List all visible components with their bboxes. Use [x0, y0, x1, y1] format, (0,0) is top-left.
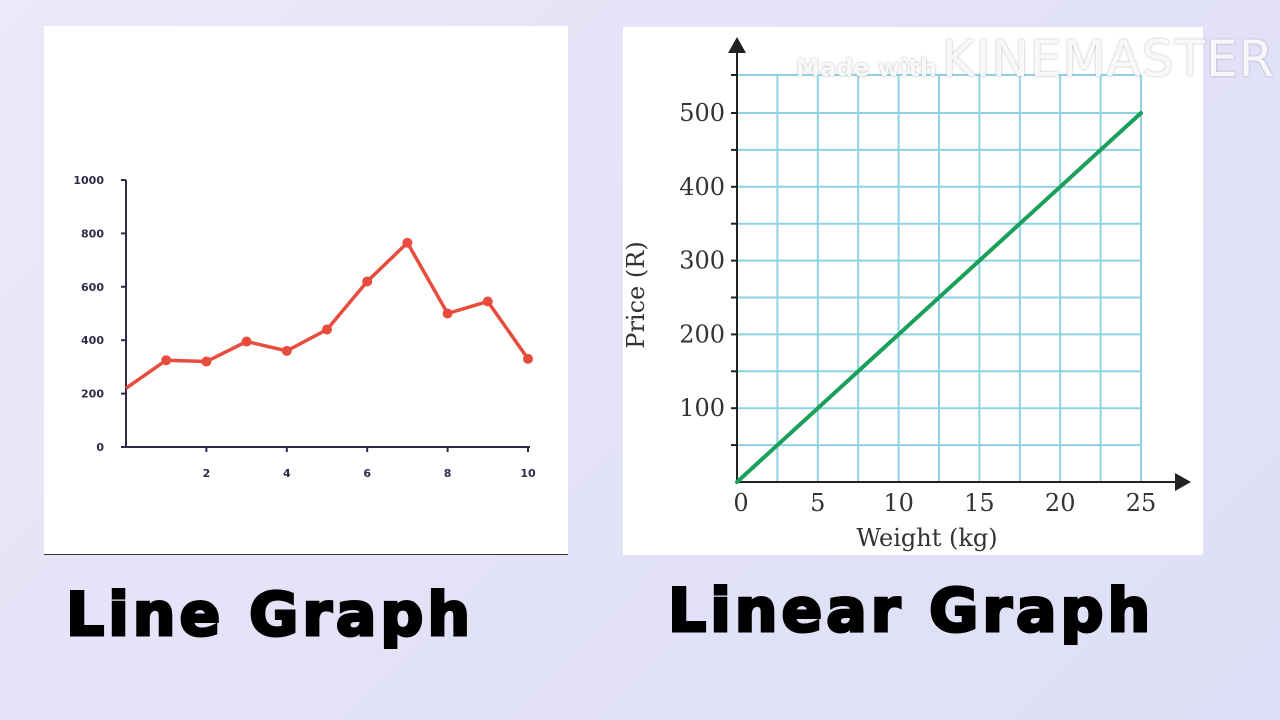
linear-graph-panel: 100 200 300 400 500 0 5 10 15 20 25 Weight (kg) Pric… — [623, 27, 1203, 555]
x-tick-label: 0 — [733, 489, 748, 517]
linear-graph-caption: Linear Graph — [666, 575, 1155, 648]
y-tick-label: 800 — [81, 227, 104, 240]
y-tick-label: 200 — [81, 388, 104, 401]
x-tick-label: 8 — [444, 467, 452, 480]
data-point — [362, 276, 373, 287]
y-tick-label: 300 — [679, 247, 725, 275]
x-axis-arrow — [1175, 473, 1191, 491]
series-line — [735, 111, 1143, 484]
x-axis-title: Weight (kg) — [856, 524, 997, 552]
data-point — [523, 353, 533, 364]
y-axis-title: Price (R) — [623, 241, 650, 348]
series-line — [124, 240, 530, 390]
x-tick-label: 15 — [964, 489, 995, 517]
data-point — [402, 237, 413, 248]
watermark-prefix: Made with — [796, 54, 937, 82]
watermark-brand: KINEMASTER — [941, 30, 1275, 88]
y-tick-label: 1000 — [73, 174, 104, 187]
y-tick-label: 600 — [81, 281, 104, 294]
data-point — [201, 356, 212, 367]
y-tick-label: 500 — [679, 99, 725, 127]
x-tick-label: 20 — [1045, 489, 1076, 517]
data-point — [442, 308, 453, 319]
line-graph-caption: Line Graph — [64, 579, 475, 652]
data-point — [482, 296, 493, 307]
y-tick-label: 0 — [96, 441, 104, 454]
data-point — [161, 355, 172, 366]
data-point — [281, 345, 292, 356]
x-tick-label: 5 — [810, 489, 825, 517]
data-point — [322, 324, 332, 335]
y-axis-arrow — [728, 37, 746, 53]
linear-graph-chart: 100 200 300 400 500 0 5 10 15 20 25 Weight (kg) Pric… — [623, 37, 1191, 552]
x-tick-label: 6 — [363, 467, 371, 480]
x-tick-label: 10 — [883, 489, 914, 517]
y-tick-label: 100 — [679, 394, 725, 422]
x-tick-label: 25 — [1126, 489, 1157, 517]
x-tick-label: 2 — [203, 467, 211, 480]
line-graph-chart: 0 200 400 600 800 1000 2 4 6 8 10 — [73, 174, 536, 480]
y-tick-label: 400 — [679, 173, 725, 201]
y-tick-label: 400 — [81, 334, 104, 347]
line-graph-panel: 0 200 400 600 800 1000 2 4 6 8 10 — [44, 26, 568, 555]
data-point — [241, 336, 252, 347]
x-tick-label: 4 — [283, 467, 291, 480]
x-tick-label: 10 — [520, 467, 536, 480]
kinemaster-watermark: Made with KINEMASTER — [796, 30, 1274, 88]
y-tick-label: 200 — [679, 320, 725, 348]
